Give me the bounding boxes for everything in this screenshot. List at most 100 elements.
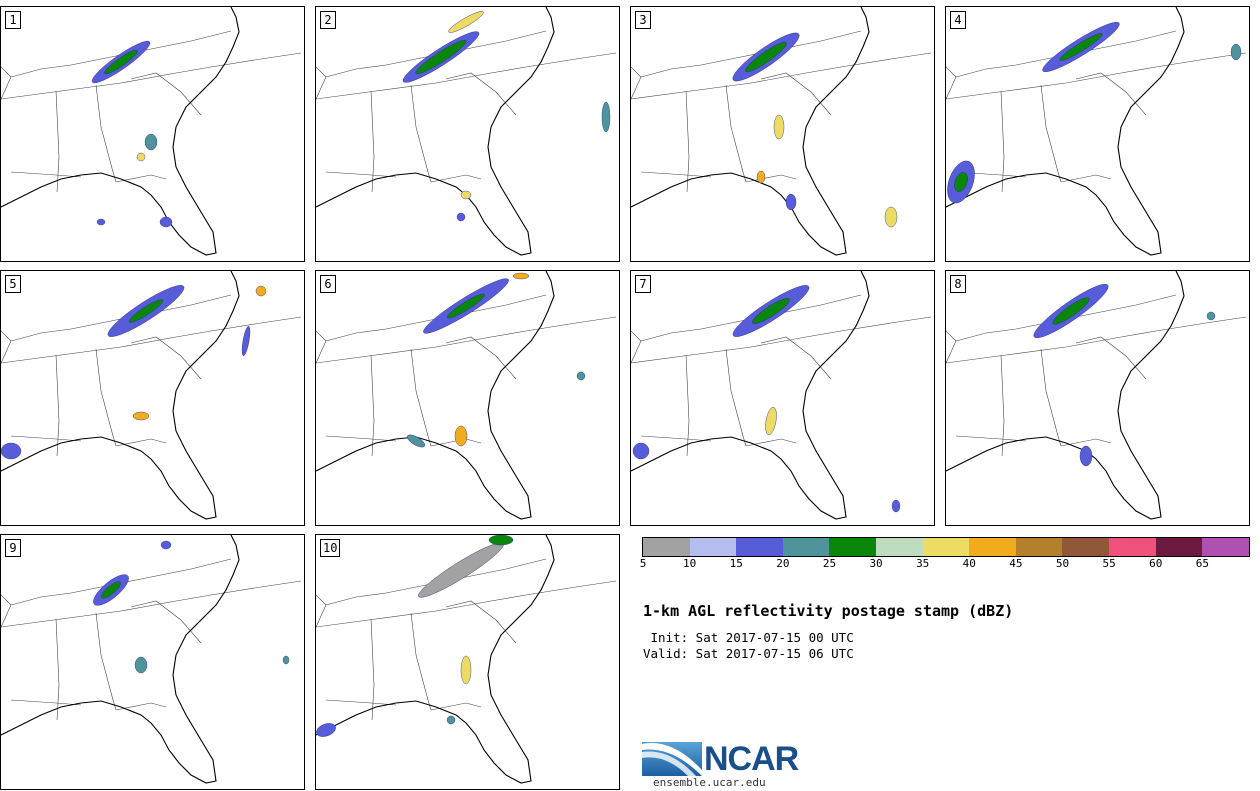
colorbar-swatch [643,538,690,556]
colorbar-tick: 60 [1149,557,1163,570]
state-border [640,30,862,78]
storm-cell [96,218,106,226]
storm-cell [954,172,968,192]
state-border [316,66,327,100]
panel-label: 2 [320,11,336,29]
storm-cell [745,41,787,73]
state-border [130,72,202,116]
state-border [130,336,202,380]
colorbar-swatch [1109,538,1156,556]
storm-cell [448,11,484,33]
storm-cell [601,101,611,133]
coastline [631,7,870,256]
reflectivity-map [316,7,617,256]
storm-cell [128,299,164,323]
storm-cell [134,656,148,674]
panel-label: 9 [5,539,21,557]
state-border [1,330,12,364]
state-border [10,294,232,342]
colorbar-swatch [782,538,830,556]
colorbar-swatch [689,538,737,556]
state-border [631,52,932,100]
state-border [760,72,832,116]
storm-cell [454,425,468,447]
storm-cell [785,193,797,211]
colorbar-swatch [829,538,877,556]
coastline [946,7,1185,256]
storm-cell [132,411,150,421]
colorbar-swatch [1202,538,1249,556]
panel-label: 8 [950,275,966,293]
state-border [115,174,167,183]
state-border [95,612,117,711]
state-border [1060,438,1112,447]
state-border [410,348,432,447]
state-border [745,438,797,447]
state-border [430,702,482,711]
state-border [316,52,617,100]
state-border [430,174,482,183]
state-border [946,330,957,364]
storm-cell [144,133,158,151]
coastline [946,271,1185,520]
storm-cell [1206,311,1216,321]
state-border [325,171,397,178]
storm-cell [1,442,22,460]
coastline [631,271,870,520]
state-border [10,435,82,442]
coastline [316,535,555,784]
state-border [55,354,60,457]
colorbar-swatch [1062,538,1110,556]
state-border [130,600,202,644]
storm-cell [488,535,514,546]
colorbar-tick: 15 [729,557,743,570]
storm-cell [1059,33,1103,61]
state-border [316,594,327,628]
state-border [10,699,82,706]
storm-cell [512,272,530,280]
colorbar-tick: 5 [639,557,647,570]
member-panel-5: 5 [0,270,305,526]
reflectivity-map [631,271,932,520]
storm-cell [1052,297,1090,325]
logo-wordmark: NCAR [704,740,799,778]
panel-label: 4 [950,11,966,29]
storm-cell [160,540,172,550]
state-border [1000,90,1005,193]
state-border [685,354,690,457]
state-border [316,330,327,364]
panel-label: 10 [320,539,341,557]
member-panel-6: 6 [315,270,620,526]
panel-label: 1 [5,11,21,29]
logo-url: ensemble.ucar.edu [653,776,766,789]
storm-cell [460,190,472,200]
storm-cell [406,434,426,448]
panel-label: 6 [320,275,336,293]
state-border [370,90,375,193]
coastline [1,535,240,784]
reflectivity-map [316,271,617,520]
reflectivity-map [1,271,302,520]
state-border [760,336,832,380]
panel-label: 5 [5,275,21,293]
colorbar-tick: 40 [962,557,976,570]
state-border [1040,84,1062,183]
storm-cell [632,442,650,460]
state-border [1,594,12,628]
state-border [325,435,397,442]
state-border [95,348,117,447]
coastline [316,7,555,256]
storm-cell [104,49,138,75]
state-border [370,618,375,721]
storm-cell [418,542,504,598]
colorbar-tick: 50 [1055,557,1070,570]
colorbar-tick: 45 [1009,557,1023,570]
state-border [10,171,82,178]
state-border [1,580,302,628]
colorbar-tick: 20 [776,557,790,570]
storm-cell [756,170,766,184]
colorbar-swatch [1155,538,1203,556]
storm-cell [1230,43,1242,61]
reflectivity-map [631,7,932,256]
member-panel-3: 3 [630,6,935,262]
